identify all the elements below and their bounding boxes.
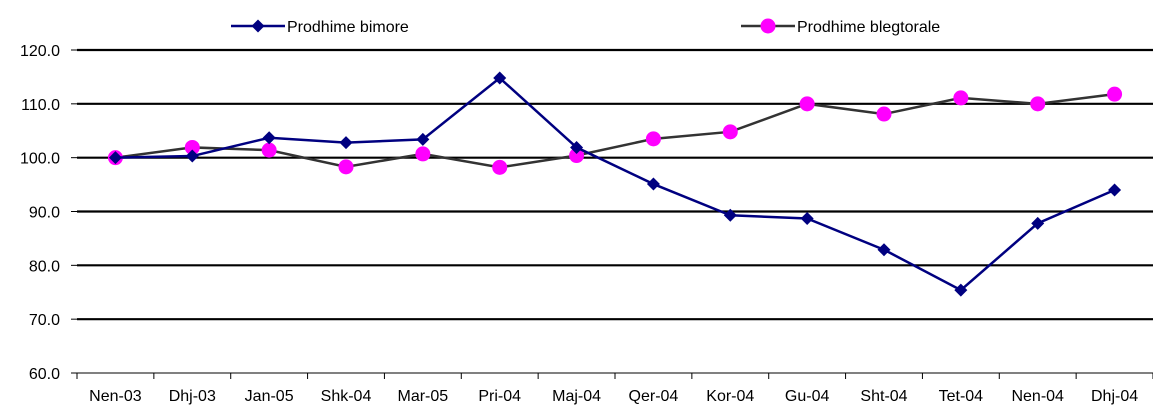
series-layer [107, 71, 1123, 297]
data-point [569, 148, 585, 164]
y-tick-label: 80.0 [29, 258, 60, 275]
x-tick-label: Jan-05 [245, 388, 294, 405]
data-point [492, 159, 508, 175]
data-point [953, 90, 969, 106]
y-tick-label: 100.0 [20, 151, 60, 168]
x-tick-label: Sht-04 [860, 388, 907, 405]
x-tick-label: Tet-04 [939, 388, 984, 405]
legend: Prodhime bimore Prodhime blegtorale [231, 18, 940, 36]
data-point [493, 71, 507, 85]
x-tick-label: Pri-04 [478, 388, 521, 405]
x-tick-label: Mar-05 [398, 388, 449, 405]
data-point [262, 131, 276, 145]
x-tick-label: Gu-04 [785, 388, 830, 405]
legend-marker [760, 18, 776, 34]
legend-item: Prodhime bimore [231, 19, 409, 36]
data-point [338, 159, 354, 175]
y-tick-label: 60.0 [29, 366, 60, 383]
data-point [416, 132, 430, 146]
x-tick-label: Nen-04 [1011, 388, 1064, 405]
y-tick-labels: 60.0 70.0 80.0 90.0 100.0 110.0 120.0 [20, 43, 60, 383]
series-line [115, 76, 1116, 292]
data-point [1108, 183, 1122, 197]
y-tick-label: 120.0 [20, 43, 60, 60]
data-point [723, 208, 737, 222]
data-point [570, 140, 584, 154]
legend-label: Prodhime blegtorale [797, 19, 940, 36]
series-0 [108, 71, 1122, 297]
x-tick-label: Maj-04 [552, 388, 601, 405]
data-point [339, 136, 353, 150]
gridlines [77, 48, 1153, 321]
y-tick-label: 110.0 [21, 97, 60, 114]
data-point [645, 131, 661, 147]
data-point [722, 124, 738, 140]
x-tick-label: Dhj-03 [169, 388, 216, 405]
data-point [1031, 216, 1045, 230]
legend-item: Prodhime blegtorale [741, 18, 940, 36]
data-point [108, 151, 122, 165]
data-point [876, 106, 892, 122]
axes [71, 49, 1153, 379]
x-tick-label: Dhj-04 [1091, 388, 1138, 405]
data-point [415, 146, 431, 162]
legend-marker [251, 19, 265, 33]
x-tick-label: Shk-04 [321, 388, 372, 405]
data-point [877, 243, 891, 257]
x-tick-label: Nen-03 [89, 388, 142, 405]
data-point [799, 96, 815, 112]
data-point [646, 177, 660, 191]
legend-label: Prodhime bimore [287, 19, 409, 36]
y-tick-label: 70.0 [29, 312, 60, 329]
data-point [185, 149, 199, 163]
data-point [1107, 86, 1123, 102]
series-1 [107, 86, 1123, 175]
x-tick-labels: Nen-03 Dhj-03 Jan-05 Shk-04 Mar-05 Pri-04 Maj-… [89, 388, 1138, 405]
data-point [184, 139, 200, 155]
x-tick-label: Kor-04 [706, 388, 754, 405]
x-tick-label: Qer-04 [629, 388, 679, 405]
series-line [115, 92, 1115, 169]
data-point [261, 142, 277, 158]
data-point [800, 211, 814, 225]
data-point [1030, 96, 1046, 112]
y-tick-label: 90.0 [29, 205, 60, 222]
data-point [954, 283, 968, 297]
